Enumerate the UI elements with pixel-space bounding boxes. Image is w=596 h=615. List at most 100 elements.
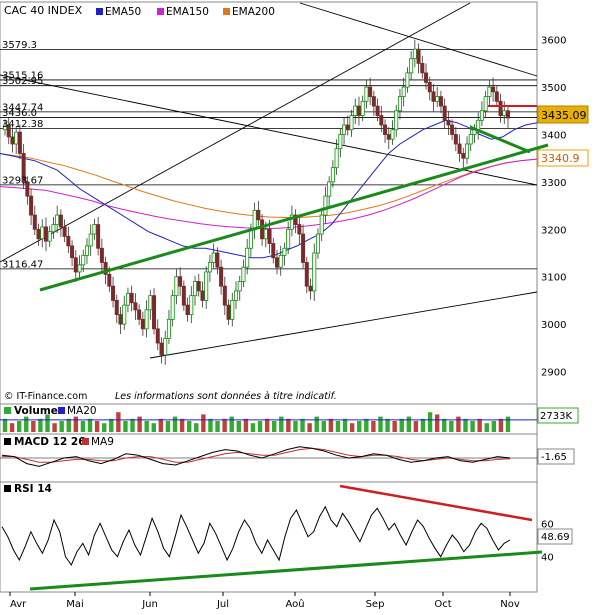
candle-body xyxy=(450,124,455,135)
candle-body xyxy=(345,124,350,131)
volume-bar xyxy=(300,418,305,432)
candle-body xyxy=(234,290,239,301)
month-label: Aoû xyxy=(285,598,304,610)
volume-bar xyxy=(314,416,319,432)
macd-legend-swatch xyxy=(4,438,11,445)
candle-body xyxy=(401,86,406,97)
candle-body xyxy=(371,96,376,107)
volume-bar xyxy=(59,421,64,432)
candle-body xyxy=(438,96,443,107)
volume-bar xyxy=(201,414,206,432)
rsi-tick-label: 60 xyxy=(541,519,554,530)
candle-body xyxy=(51,224,56,233)
legend-swatch-ema200 xyxy=(223,8,230,15)
candle-body xyxy=(144,309,149,330)
candle-body xyxy=(111,285,116,301)
rsi-red-trend-line xyxy=(339,484,533,522)
price-tick-label: 3500 xyxy=(541,83,566,94)
candle-body xyxy=(185,304,190,316)
legend-label-ema200: EMA200 xyxy=(232,6,275,18)
candle-body xyxy=(479,110,484,121)
horizontal-levels xyxy=(0,49,537,270)
ema200-value-box xyxy=(537,149,589,167)
candle-body xyxy=(487,86,492,97)
candle-body xyxy=(230,299,235,320)
volume-bar xyxy=(215,421,220,432)
candle-body xyxy=(420,63,425,74)
volume-bar xyxy=(73,416,79,432)
candle-body xyxy=(219,266,224,287)
candle-body xyxy=(491,86,496,93)
upper-channel-line xyxy=(0,2,471,263)
price-tick-label: 3600 xyxy=(541,36,566,47)
volume-bar xyxy=(335,421,341,432)
macd-signal-line xyxy=(2,447,511,463)
candle-body xyxy=(461,153,466,159)
candle-body xyxy=(446,119,451,126)
candle-body xyxy=(364,86,369,102)
candle-body xyxy=(308,285,313,292)
candle-body xyxy=(241,266,246,282)
last-price-box xyxy=(537,105,589,124)
candle-body xyxy=(323,195,328,216)
candle-body xyxy=(293,214,298,225)
legend: EMA50 EMA150 EMA200 xyxy=(96,6,275,18)
candle-body xyxy=(29,195,34,216)
price-tick-label: 3400 xyxy=(541,131,566,142)
candle-body xyxy=(92,224,97,235)
candle-body xyxy=(10,136,15,145)
candle-body xyxy=(435,96,440,102)
volume-bar xyxy=(349,423,355,432)
candle-body xyxy=(297,224,302,235)
volume-bar xyxy=(399,418,404,432)
volume-bars xyxy=(0,412,537,432)
volume-bar xyxy=(279,416,284,432)
candle-body xyxy=(114,299,119,316)
candle-body xyxy=(181,285,186,306)
volume-bar xyxy=(264,418,270,432)
candle-body xyxy=(289,214,294,230)
candle-body xyxy=(66,236,71,247)
volume-bar xyxy=(38,418,43,432)
volume-bar xyxy=(116,412,121,432)
volume-bar xyxy=(378,416,383,432)
candle-body xyxy=(278,254,283,268)
candle-body xyxy=(207,262,212,273)
candle-body xyxy=(200,290,205,301)
candle-body xyxy=(96,224,101,249)
candle-body xyxy=(204,271,209,301)
candle-body xyxy=(140,318,145,330)
volume-bar xyxy=(505,416,511,432)
month-label: Nov xyxy=(500,599,520,610)
candle-body xyxy=(88,233,93,247)
price-tick-label: 3000 xyxy=(541,320,566,331)
candle-body xyxy=(77,264,82,273)
candle-body xyxy=(502,110,507,116)
volume-bar xyxy=(151,423,156,432)
candle-body xyxy=(379,115,384,126)
volume-bar xyxy=(123,421,128,432)
candle-body xyxy=(32,214,37,230)
candle-body xyxy=(196,281,201,292)
volume-bar xyxy=(293,421,298,432)
volume-bar xyxy=(9,423,15,432)
candle-body xyxy=(159,342,164,356)
candle-body xyxy=(394,110,399,131)
candle-body xyxy=(237,281,242,292)
month-label: Sep xyxy=(366,599,385,610)
volume-bar xyxy=(144,421,149,432)
volume-bar xyxy=(87,418,93,432)
level-label: 3436.0 xyxy=(2,108,37,119)
volume-bar xyxy=(470,421,475,432)
level-label: 3293.67 xyxy=(2,175,43,186)
volume-bar xyxy=(420,418,426,432)
volume-ma-swatch xyxy=(58,407,65,414)
candle-body xyxy=(427,81,432,93)
volume-bar xyxy=(101,423,107,432)
macd-lines xyxy=(0,446,537,467)
volume-bar xyxy=(364,418,369,432)
candle-body xyxy=(498,100,503,116)
analysis-overlays: 3435.09 3340.9 xyxy=(39,105,589,292)
volume-legend-swatch xyxy=(4,407,11,414)
